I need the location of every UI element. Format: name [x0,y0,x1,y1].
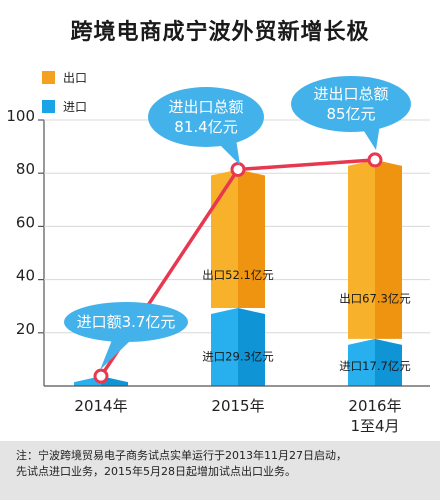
legend-label-import: 进口 [63,99,88,114]
bar-label-0: 出口52.1亿元 [202,268,274,282]
bar-export-2 [348,159,402,339]
bar-label-2: 出口67.3亿元 [339,292,411,306]
legend-item-export: 出口 [42,70,88,85]
y-tick-label-80: 80 [16,160,35,178]
bar-export-2-right-face [375,159,402,339]
legend-item-import: 进口 [42,99,88,114]
x-tick-label-1: 2015年 [211,397,264,415]
callout-0: 进口额3.7亿元 [64,302,188,370]
chart-title: 跨境电商成宁波外贸新增长极 [70,19,370,45]
callout-tail-0 [100,340,130,370]
callout-text-2: 进出口总额 85亿元 [313,85,388,123]
x-tick-label-2: 2016年 1至4月 [348,397,401,435]
x-tick-label-0: 2014年 [74,397,127,415]
callout-bubble-2 [291,76,411,132]
callout-bubble-1 [148,87,264,147]
y-tick-label-40: 40 [16,267,35,285]
bar-label-1: 进口29.3亿元 [202,350,274,364]
bar-export-1-right-face [238,169,265,309]
callout-bubble-0 [64,302,188,342]
bar-import-2-left-face [348,338,375,386]
y-tick-label-100: 100 [6,107,35,125]
total-point-1 [230,161,246,177]
bar-import-1 [211,308,265,386]
footnote-line-1: 注：宁波跨境贸易电子商务试点实单运行于2013年11月27日启动， [16,449,347,462]
bar-import-1-right-face [238,308,265,386]
bar-export-1 [211,169,265,309]
y-tick-label-60: 60 [16,213,35,231]
footnote: 注：宁波跨境贸易电子商务试点实单运行于2013年11月27日启动， 先试点进口业… [0,441,440,500]
callout-1: 进出口总额 81.4亿元 [148,87,264,165]
bar-export-1-left-face [211,169,238,309]
total-point-2 [367,152,383,168]
total-point-0 [93,368,109,384]
bar-import-2-right-face [375,338,402,386]
legend-label-export: 出口 [63,70,88,85]
bar-export-2-left-face [348,159,375,339]
legend-swatch-import [42,99,55,113]
callout-2: 进出口总额 85亿元 [291,76,411,150]
bar-import-2 [348,338,402,386]
bar-label-3: 进口17.7亿元 [339,359,411,373]
callout-text-0: 进口额3.7亿元 [77,313,176,331]
bar-import-1-left-face [211,308,238,386]
footnote-line-2: 先试点进口业务，2015年5月28日起增加试点出口业务。 [16,465,296,478]
legend-swatch-export [42,70,55,84]
y-tick-label-20: 20 [16,320,35,338]
callout-text-1: 进出口总额 81.4亿元 [168,98,243,136]
